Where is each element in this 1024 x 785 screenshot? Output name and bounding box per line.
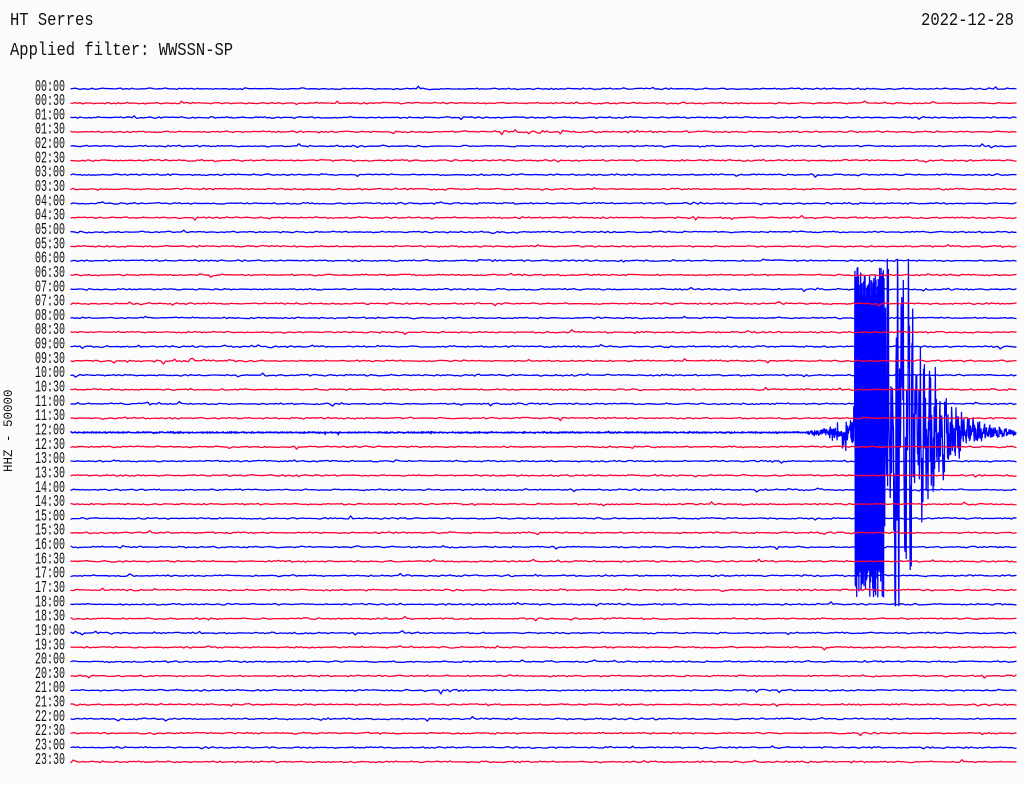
svg-text:Applied filter: WWSSN-SP: Applied filter: WWSSN-SP <box>10 41 233 62</box>
svg-text:2022-12-28: 2022-12-28 <box>921 11 1014 32</box>
svg-text:HT Serres: HT Serres <box>10 11 94 32</box>
svg-text:HHZ - 50000: HHZ - 50000 <box>2 389 16 472</box>
svg-text:23:30: 23:30 <box>35 750 65 770</box>
